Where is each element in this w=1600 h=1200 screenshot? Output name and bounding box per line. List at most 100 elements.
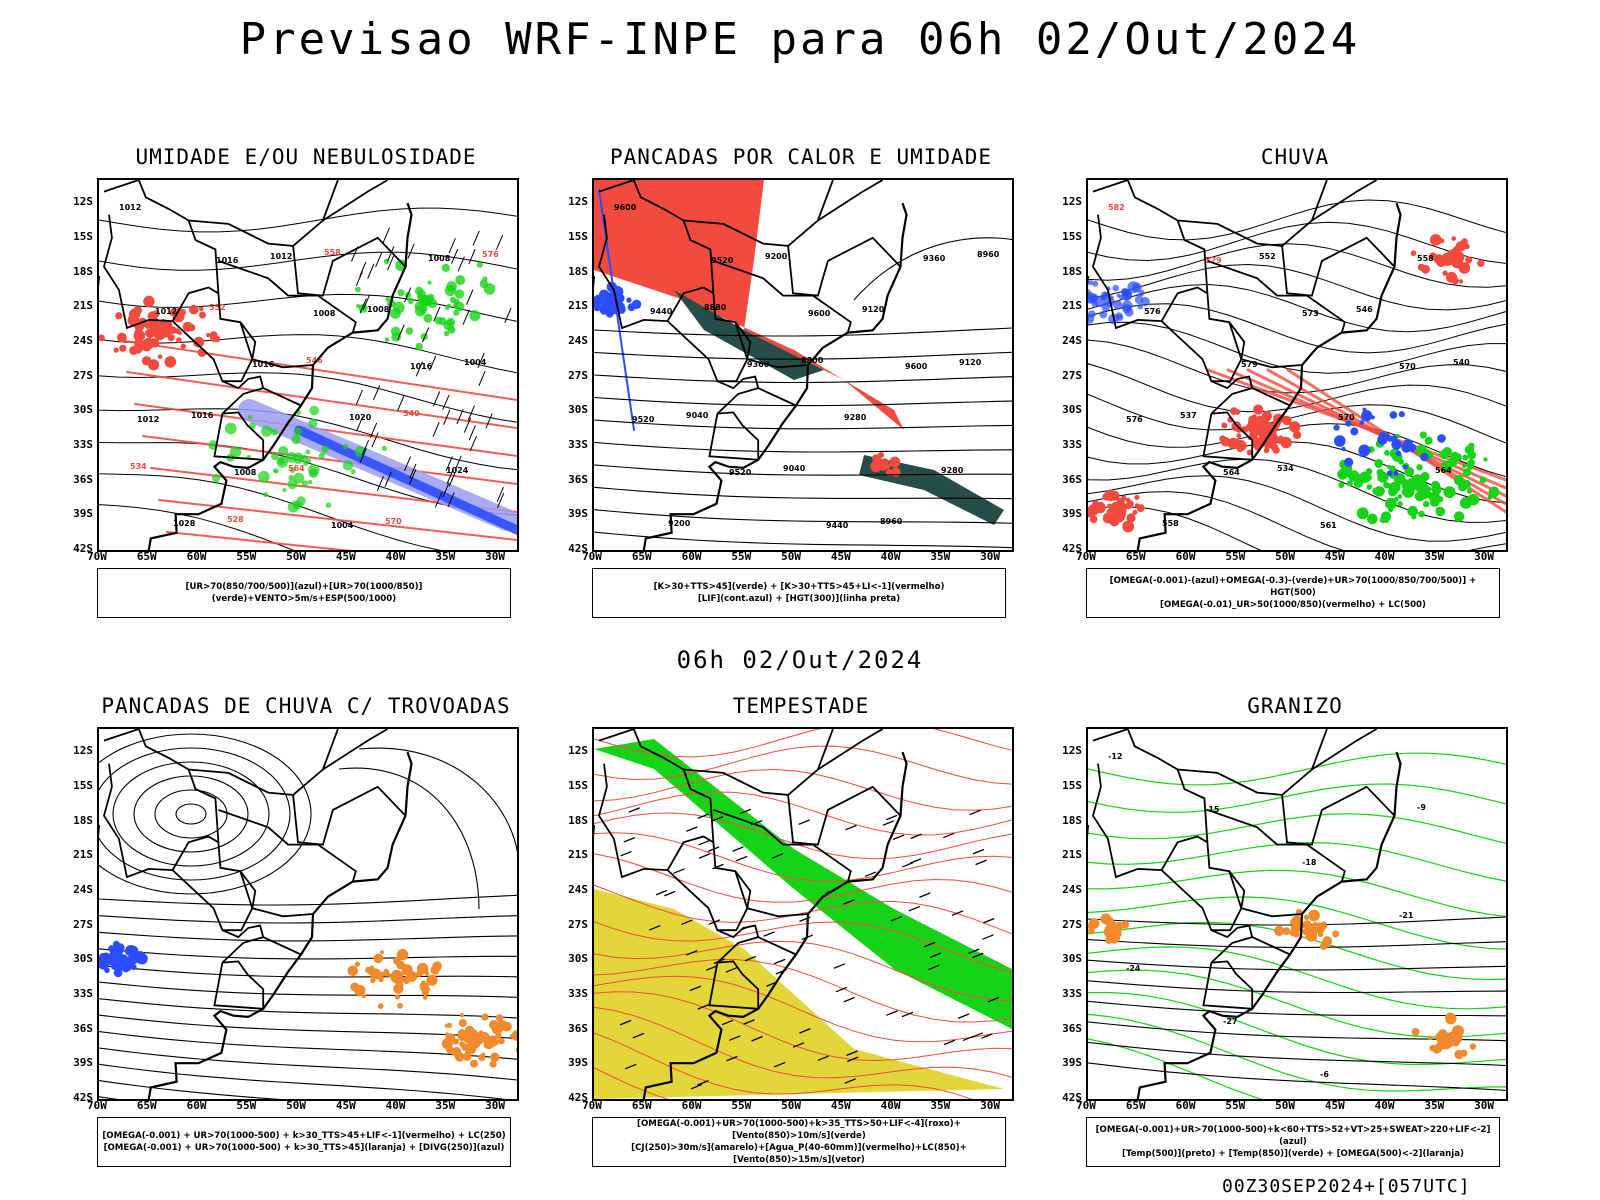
lat-tick-label: 36S <box>73 1021 93 1035</box>
lon-tick-label: 55W <box>1225 550 1246 563</box>
lat-tick-label: 30S <box>73 952 93 966</box>
field-layer: 582 579 573 570 576 564 561 558 576 579 570 564 558 5… <box>1088 199 1506 550</box>
lat-tick-label: 12S <box>568 195 588 209</box>
lat-tick-label: 15S <box>1062 229 1082 243</box>
contour-value-label: -15 <box>1205 805 1220 814</box>
lon-tick-label: 40W <box>385 550 406 563</box>
lat-tick-label: 18S <box>73 813 93 827</box>
lon-tick-label: 55W <box>236 1099 257 1112</box>
lat-tick-label: 39S <box>73 1056 93 1070</box>
lat-tick-label: 30S <box>1062 952 1082 966</box>
lat-tick-label: 39S <box>1062 507 1082 521</box>
lat-tick-label: 39S <box>1062 1056 1082 1070</box>
lon-tick-label: 60W <box>1175 1099 1196 1112</box>
lon-tick-label: 45W <box>1324 1099 1345 1112</box>
lat-tick-label: 12S <box>73 744 93 758</box>
lat-tick-label: 24S <box>568 333 588 347</box>
lat-tick-label: 36S <box>73 472 93 486</box>
lon-tick-label: 30W <box>1474 550 1495 563</box>
geo-boundaries <box>1088 729 1402 1099</box>
lat-tick-label: 30S <box>73 403 93 417</box>
map-panel: 9600 9520 9600 9600 9520 9520 9440 9360 9440 9360… <box>592 178 1014 552</box>
lon-tick-label: 40W <box>880 550 901 563</box>
lon-tick-label: 60W <box>186 550 207 563</box>
lon-tick-label: 45W <box>830 550 851 563</box>
contour-value-label: 564 <box>1223 468 1240 477</box>
lat-tick-label: 30S <box>568 952 588 966</box>
legend-line: [CJ(250)>30m/s](amarelo)+[Agua_P(40-60mm… <box>631 1143 967 1165</box>
lat-tick-label: 15S <box>568 778 588 792</box>
contour-value-label: 9200 <box>668 519 691 528</box>
lat-tick-label: 24S <box>1062 882 1082 896</box>
lon-tick-label: 70W <box>87 550 107 563</box>
map-panel <box>97 727 519 1101</box>
lat-tick-label: 42S <box>568 542 588 555</box>
lon-tick-label: 50W <box>1275 1099 1295 1112</box>
lon-tick-label: 60W <box>1175 550 1196 563</box>
legend-line: [K>30+TTS>45](verde) + [K>30+TTS>45+LI<-… <box>653 582 945 592</box>
lon-tick-label: 60W <box>681 1099 702 1112</box>
contour-value-label: 582 <box>1108 203 1125 212</box>
lat-tick-label: 18S <box>568 813 588 827</box>
lat-tick-label: 36S <box>1062 1021 1082 1035</box>
panel-title: UMIDADE E/OU NEBULOSIDADE <box>135 145 477 169</box>
lat-tick-label: 27S <box>73 368 93 382</box>
contour-value-label: 528 <box>227 515 244 524</box>
contour-value-label: 552 <box>209 303 226 312</box>
lat-tick-label: 33S <box>73 986 93 1000</box>
lon-tick-label: 65W <box>631 1099 652 1112</box>
lon-tick-label: 50W <box>1275 550 1295 563</box>
contour-value-label: 9600 <box>808 309 831 318</box>
contour-value-label: 9600 <box>614 203 637 212</box>
contour-value-label: 579 <box>1205 256 1222 265</box>
lat-tick-label: 21S <box>1062 848 1082 862</box>
lat-tick-label: 21S <box>568 299 588 313</box>
contour-value-label: 564 <box>1435 466 1452 475</box>
contour-value-label: 579 <box>1241 360 1258 369</box>
lat-tick-label: 27S <box>568 368 588 382</box>
contour-value-label: 1012 <box>119 203 141 212</box>
map-panel: 1012 1016 1008 1016 1012 1008 1004 1008 1012 1016… <box>97 178 519 552</box>
lat-tick-label: 21S <box>73 299 93 313</box>
lon-tick-label: 60W <box>186 1099 207 1112</box>
geo-boundaries <box>99 729 413 1099</box>
legend-box: [OMEGA(-0.001)-(azul)+OMEGA(-0.3)-(verde… <box>1086 568 1500 618</box>
contour-value-label: 9440 <box>826 521 849 530</box>
lon-tick-label: 55W <box>1225 1099 1246 1112</box>
contour-value-label: 9520 <box>632 415 655 424</box>
contour-value-label: -12 <box>1108 752 1122 761</box>
lon-tick-label: 45W <box>830 1099 851 1112</box>
map-panel: 582 579 573 570 576 564 561 558 576 579 570 564 558 5… <box>1086 178 1508 552</box>
lat-tick-label: 12S <box>568 744 588 758</box>
lon-tick-label: 40W <box>880 1099 901 1112</box>
lat-tick-label: 33S <box>1062 437 1082 451</box>
contour-value-label: 1004 <box>464 358 487 367</box>
contour-value-label: 9360 <box>747 360 770 369</box>
lat-tick-label: 39S <box>73 507 93 521</box>
main-title: Previsao WRF-INPE para 06h 02/Out/2024 <box>239 14 1361 65</box>
contour-value-label: 9120 <box>959 358 982 367</box>
lon-tick-label: 35W <box>930 550 951 563</box>
legend-line: [OMEGA(-0.001) + UR>70(1000-500) + k>30_… <box>103 1143 505 1153</box>
lat-tick-label: 42S <box>1062 1091 1082 1104</box>
geo-boundaries <box>1088 180 1402 550</box>
mid-title: 06h 02/Out/2024 <box>676 646 924 674</box>
contour-value-label: 1008 <box>367 305 390 314</box>
contour-value-label: 537 <box>1180 411 1197 420</box>
contour-value-label: -27 <box>1223 1017 1237 1026</box>
lat-tick-label: 33S <box>568 986 588 1000</box>
contour-value-label: 9040 <box>686 411 709 420</box>
contour-value-label: 540 <box>403 409 420 418</box>
contour-value-label: 573 <box>1302 309 1319 318</box>
lat-tick-label: 39S <box>568 507 588 521</box>
lat-tick-label: 24S <box>73 882 93 896</box>
contour-value-label: 1016 <box>252 360 275 369</box>
contour-value-label: 9280 <box>941 466 964 475</box>
lon-tick-label: 70W <box>1076 550 1096 563</box>
contour-value-label: 576 <box>1144 307 1161 316</box>
legend-line: [OMEGA(-0.001)+UR>70(1000-500)+k>35_TTS>… <box>637 1119 961 1141</box>
contour-value-label: 9520 <box>729 468 752 477</box>
contour-value-label: 1020 <box>349 413 372 422</box>
map-panel: -12 -15 -18 -21 -24 -27 -6 -9 <box>1086 727 1508 1101</box>
field-layer <box>594 729 1012 1099</box>
